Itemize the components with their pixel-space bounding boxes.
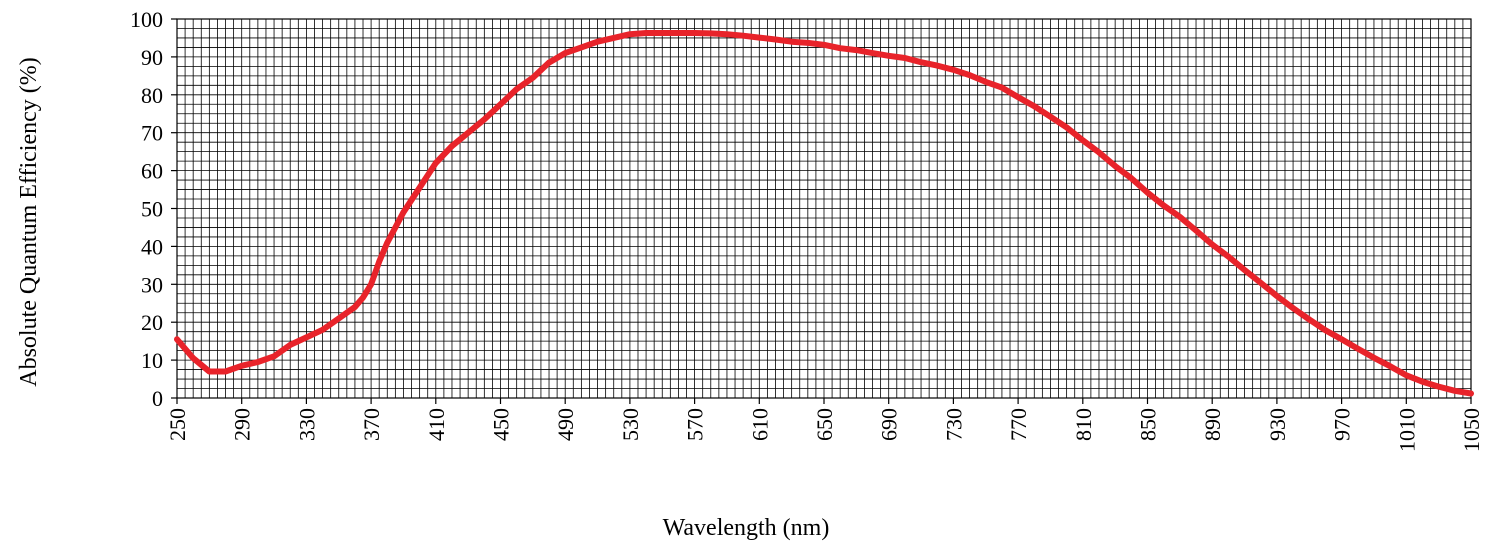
y-tick-label: 20 (141, 310, 163, 335)
x-tick-label: 1050 (1459, 408, 1484, 452)
y-tick-label: 90 (141, 45, 163, 70)
x-tick-label: 410 (424, 408, 449, 441)
x-tick-label: 810 (1071, 408, 1096, 441)
y-tick-label: 80 (141, 83, 163, 108)
x-tick-label: 650 (812, 408, 837, 441)
x-tick-label: 570 (683, 408, 708, 441)
x-tick-label: 770 (1006, 408, 1031, 441)
x-tick-label: 490 (553, 408, 578, 441)
x-tick-label: 370 (359, 408, 384, 441)
x-tick-label: 890 (1200, 408, 1225, 441)
series-line-quantum-efficiency (174, 30, 1474, 397)
y-tick-label: 60 (141, 159, 163, 184)
y-axis-title: Absolute Quantum Efficiency (%) (16, 57, 42, 386)
y-tick-label: 30 (141, 272, 163, 297)
x-tick-label: 330 (294, 408, 319, 441)
y-tick-label: 70 (141, 121, 163, 146)
grid (177, 19, 1471, 398)
x-tick-label: 610 (747, 408, 772, 441)
x-tick-label: 730 (941, 408, 966, 441)
y-tick-label: 100 (130, 7, 163, 32)
x-tick-label: 530 (618, 408, 643, 441)
x-tick-label: 930 (1265, 408, 1290, 441)
y-tick-label: 40 (141, 234, 163, 259)
x-tick-label: 690 (877, 408, 902, 441)
tick-labels: 0 10 20 30 40 50 60 70 80 90 100 250 290 330 370 410 450… (130, 7, 1484, 452)
x-tick-label: 1010 (1394, 408, 1419, 452)
x-tick-label: 850 (1136, 408, 1161, 441)
x-tick-label: 290 (230, 408, 255, 441)
y-tick-label: 10 (141, 348, 163, 373)
x-axis-title: Wavelength (nm) (663, 515, 830, 541)
x-tick-label: 250 (165, 408, 190, 441)
x-tick-label: 970 (1330, 408, 1355, 441)
x-tick-label: 450 (489, 408, 514, 441)
y-tick-label: 50 (141, 197, 163, 222)
series-layer (174, 30, 1474, 397)
y-tick-label: 0 (152, 386, 163, 411)
axes (171, 18, 1472, 404)
